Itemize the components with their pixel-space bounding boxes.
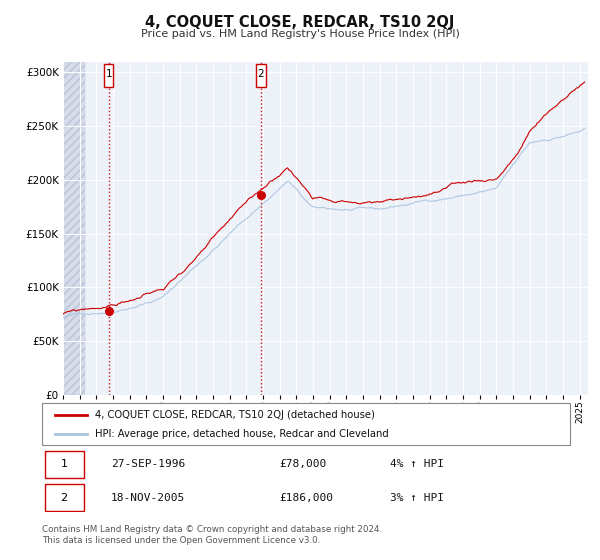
FancyBboxPatch shape [44,484,84,511]
Text: £186,000: £186,000 [280,493,334,502]
Text: £78,000: £78,000 [280,459,327,469]
Text: 4% ↑ HPI: 4% ↑ HPI [391,459,445,469]
Text: 2: 2 [257,69,265,79]
FancyBboxPatch shape [44,451,84,478]
Text: 3% ↑ HPI: 3% ↑ HPI [391,493,445,502]
FancyBboxPatch shape [42,403,570,445]
Text: 18-NOV-2005: 18-NOV-2005 [110,493,185,502]
Text: Contains HM Land Registry data © Crown copyright and database right 2024.
This d: Contains HM Land Registry data © Crown c… [42,525,382,545]
FancyBboxPatch shape [104,64,113,87]
Text: Price paid vs. HM Land Registry's House Price Index (HPI): Price paid vs. HM Land Registry's House … [140,29,460,39]
Text: 2: 2 [61,493,68,502]
Text: 1: 1 [61,459,68,469]
Text: 27-SEP-1996: 27-SEP-1996 [110,459,185,469]
Text: HPI: Average price, detached house, Redcar and Cleveland: HPI: Average price, detached house, Redc… [95,429,389,439]
Text: 4, COQUET CLOSE, REDCAR, TS10 2QJ (detached house): 4, COQUET CLOSE, REDCAR, TS10 2QJ (detac… [95,409,374,419]
Text: 4, COQUET CLOSE, REDCAR, TS10 2QJ: 4, COQUET CLOSE, REDCAR, TS10 2QJ [145,15,455,30]
Text: 1: 1 [106,69,112,79]
FancyBboxPatch shape [256,64,266,87]
